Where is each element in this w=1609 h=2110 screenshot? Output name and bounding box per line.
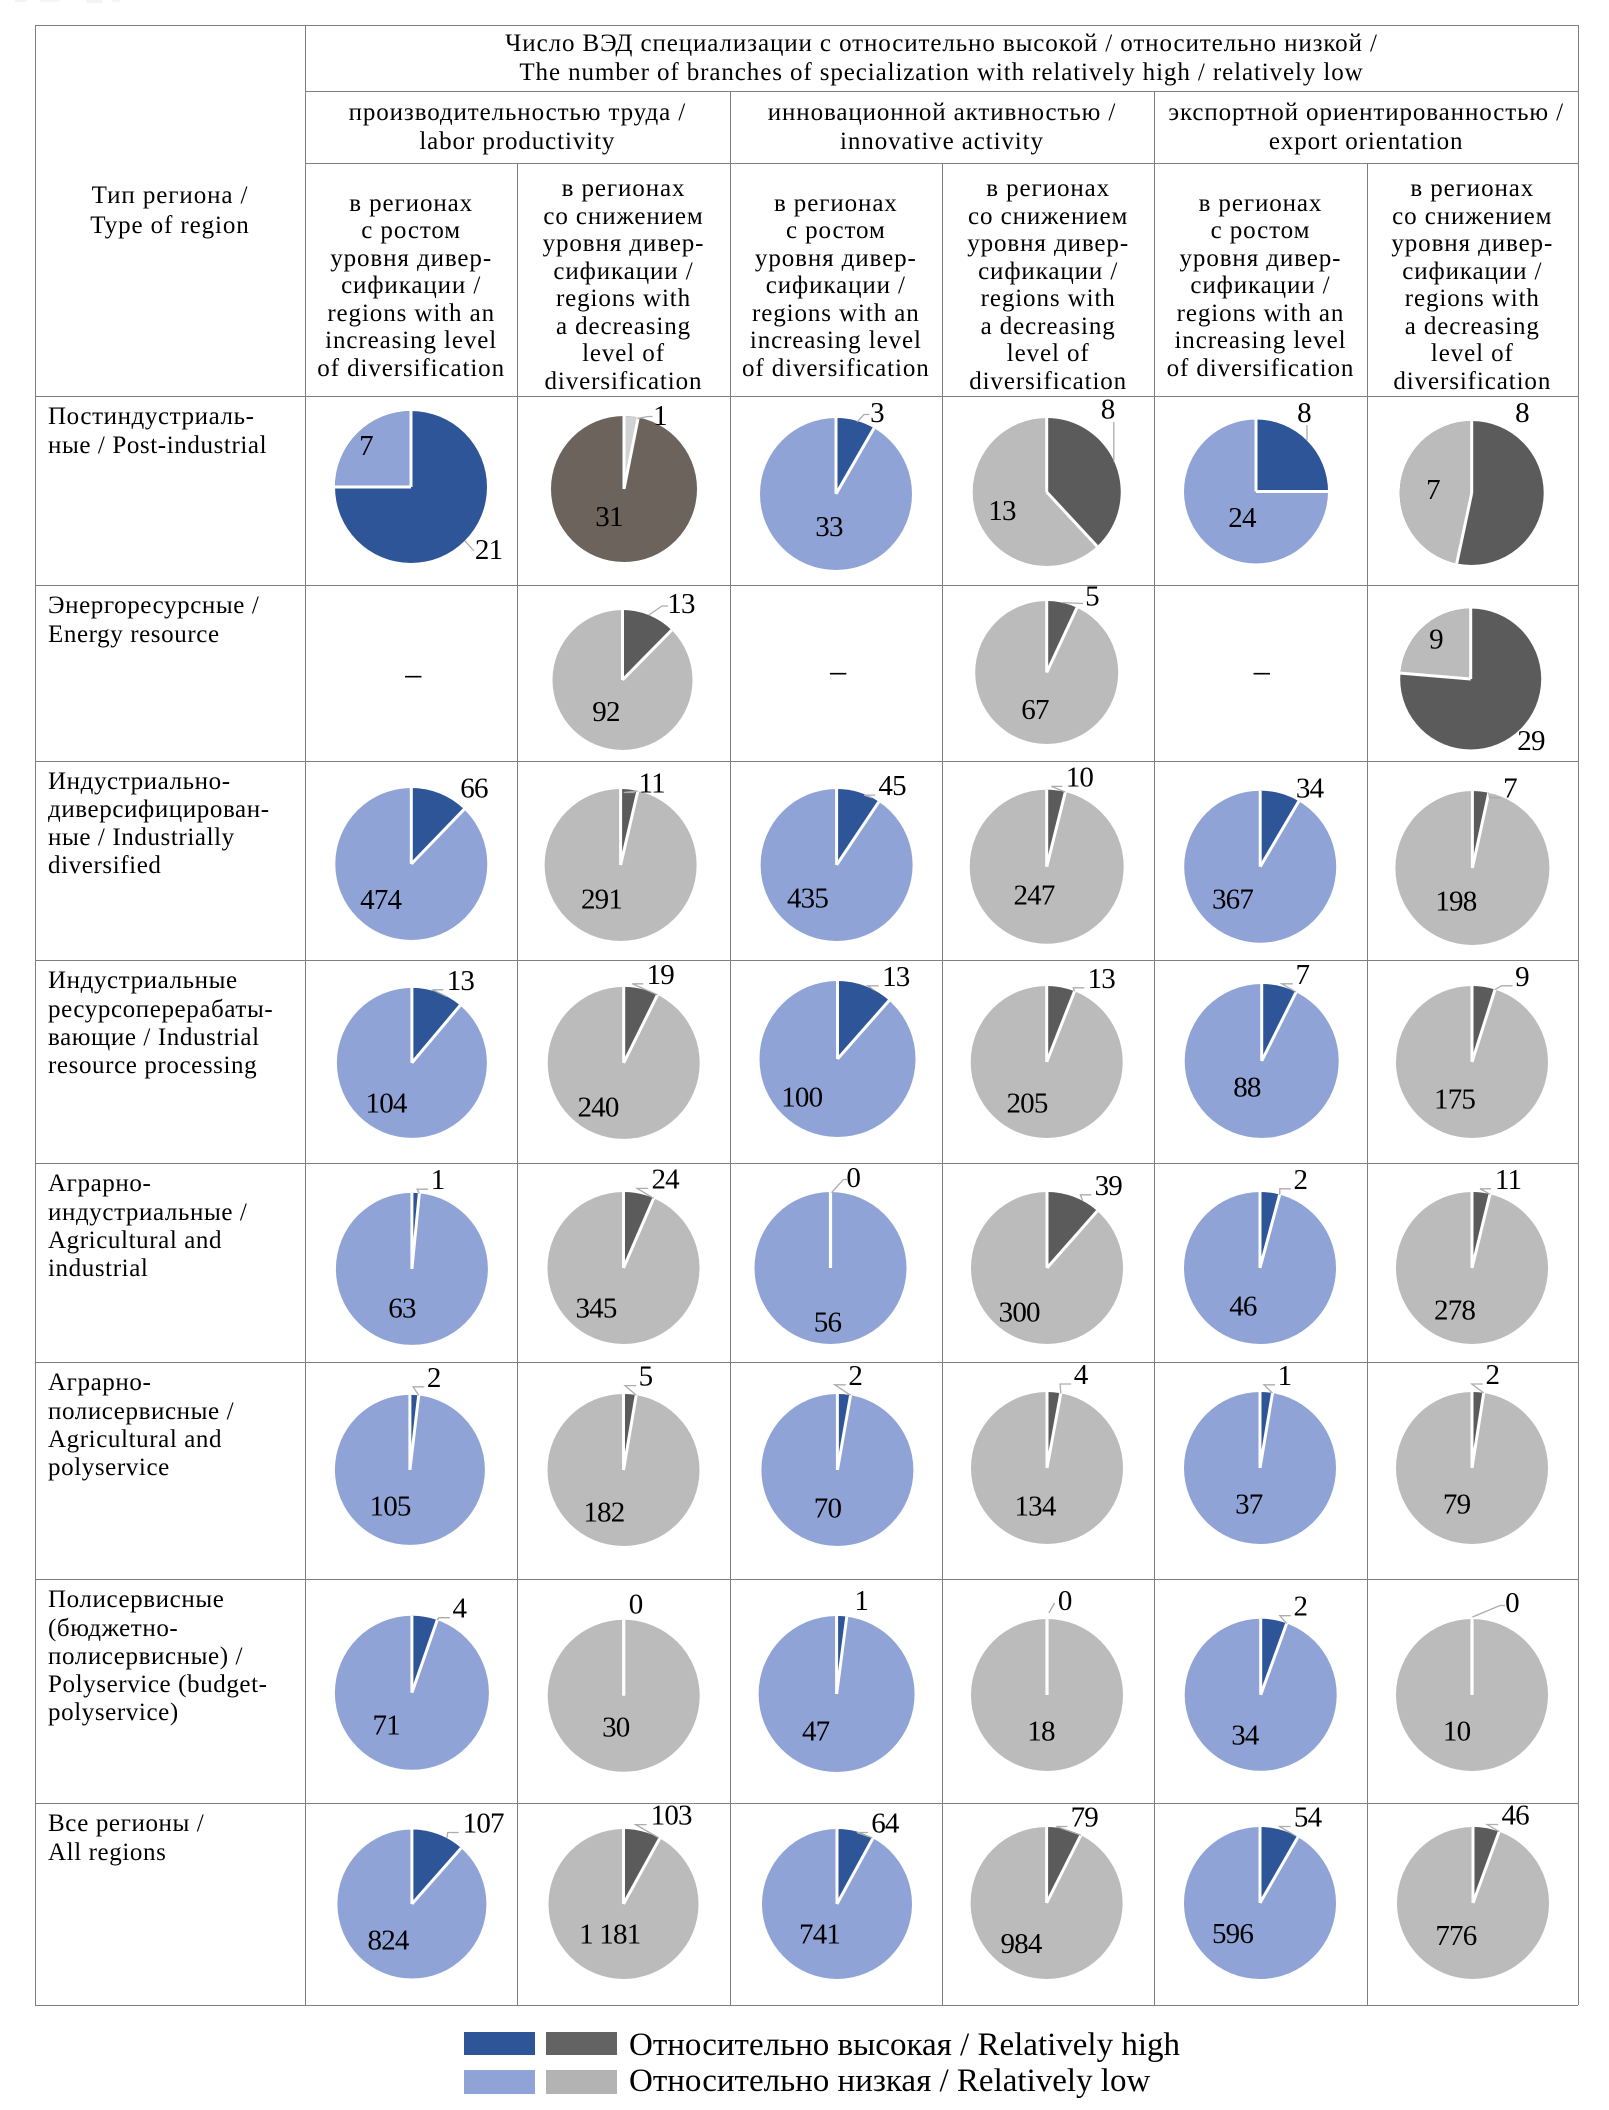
svg-text:103: 103 xyxy=(651,1800,692,1832)
svg-text:29: 29 xyxy=(1517,725,1545,757)
svg-text:45: 45 xyxy=(878,770,906,802)
svg-text:63: 63 xyxy=(388,1293,416,1325)
svg-text:4: 4 xyxy=(1074,1359,1089,1391)
svg-text:205: 205 xyxy=(1006,1088,1047,1120)
svg-text:300: 300 xyxy=(999,1296,1040,1328)
svg-text:7: 7 xyxy=(1426,474,1440,506)
svg-text:182: 182 xyxy=(583,1496,624,1528)
svg-text:0: 0 xyxy=(846,1162,860,1194)
svg-text:0: 0 xyxy=(1505,1587,1519,1619)
svg-text:134: 134 xyxy=(1014,1491,1056,1523)
svg-text:0: 0 xyxy=(1058,1585,1072,1617)
svg-text:2: 2 xyxy=(427,1362,441,1394)
svg-text:984: 984 xyxy=(1000,1928,1042,1960)
svg-text:0: 0 xyxy=(629,1589,643,1621)
svg-text:13: 13 xyxy=(988,495,1016,527)
svg-text:18: 18 xyxy=(1027,1715,1055,1747)
svg-text:34: 34 xyxy=(1296,773,1325,805)
svg-text:175: 175 xyxy=(1434,1084,1475,1116)
svg-text:11: 11 xyxy=(639,768,665,800)
svg-text:79: 79 xyxy=(1443,1489,1471,1521)
svg-text:46: 46 xyxy=(1229,1291,1257,1323)
svg-text:39: 39 xyxy=(1095,1170,1123,1202)
svg-text:435: 435 xyxy=(787,882,828,914)
svg-text:88: 88 xyxy=(1233,1072,1261,1104)
svg-text:64: 64 xyxy=(871,1808,900,1840)
svg-text:8: 8 xyxy=(1297,397,1311,429)
svg-text:345: 345 xyxy=(575,1293,616,1325)
svg-text:5: 5 xyxy=(639,1361,653,1393)
svg-text:24: 24 xyxy=(651,1163,680,1195)
svg-text:47: 47 xyxy=(802,1715,830,1747)
svg-text:30: 30 xyxy=(602,1711,630,1743)
svg-text:1: 1 xyxy=(854,1585,868,1617)
svg-text:1: 1 xyxy=(1278,1360,1292,1392)
svg-text:8: 8 xyxy=(1515,397,1529,429)
svg-text:1: 1 xyxy=(653,400,667,432)
svg-text:247: 247 xyxy=(1013,879,1054,911)
svg-text:71: 71 xyxy=(372,1710,399,1742)
svg-text:70: 70 xyxy=(814,1493,842,1525)
svg-text:107: 107 xyxy=(463,1808,504,1840)
svg-text:56: 56 xyxy=(814,1306,842,1338)
svg-text:5: 5 xyxy=(1085,581,1099,613)
svg-text:776: 776 xyxy=(1435,1920,1476,1952)
svg-text:198: 198 xyxy=(1435,885,1476,917)
svg-text:596: 596 xyxy=(1212,1918,1253,1950)
svg-text:54: 54 xyxy=(1294,1802,1323,1834)
svg-text:13: 13 xyxy=(1088,963,1116,995)
svg-text:1 181: 1 181 xyxy=(579,1918,640,1950)
svg-text:31: 31 xyxy=(595,501,622,533)
svg-text:240: 240 xyxy=(577,1091,618,1123)
svg-text:104: 104 xyxy=(366,1088,408,1120)
svg-text:278: 278 xyxy=(1434,1295,1475,1327)
svg-text:7: 7 xyxy=(1503,773,1517,805)
svg-text:824: 824 xyxy=(368,1924,410,1956)
svg-text:37: 37 xyxy=(1235,1489,1263,1521)
svg-text:474: 474 xyxy=(360,884,402,916)
svg-text:2: 2 xyxy=(848,1360,862,1392)
svg-text:21: 21 xyxy=(475,534,502,566)
svg-text:33: 33 xyxy=(815,511,843,543)
svg-text:66: 66 xyxy=(460,772,488,804)
svg-text:2: 2 xyxy=(1485,1359,1499,1391)
svg-text:67: 67 xyxy=(1021,694,1049,726)
svg-text:8: 8 xyxy=(1101,394,1115,426)
svg-text:100: 100 xyxy=(781,1082,822,1114)
svg-text:34: 34 xyxy=(1231,1719,1260,1751)
svg-text:2: 2 xyxy=(1293,1591,1307,1623)
svg-text:741: 741 xyxy=(799,1918,840,1950)
svg-text:291: 291 xyxy=(581,884,622,916)
svg-text:19: 19 xyxy=(647,959,675,991)
svg-text:79: 79 xyxy=(1071,1802,1099,1834)
svg-text:3: 3 xyxy=(870,397,884,429)
svg-text:10: 10 xyxy=(1066,761,1094,793)
svg-text:7: 7 xyxy=(359,430,373,462)
svg-text:46: 46 xyxy=(1501,1800,1529,1832)
svg-text:1: 1 xyxy=(431,1164,445,1196)
svg-text:10: 10 xyxy=(1443,1715,1471,1747)
svg-text:13: 13 xyxy=(882,961,910,993)
svg-text:105: 105 xyxy=(370,1491,411,1523)
svg-text:9: 9 xyxy=(1429,624,1443,656)
svg-text:367: 367 xyxy=(1212,883,1253,915)
svg-text:11: 11 xyxy=(1495,1164,1521,1196)
svg-text:4: 4 xyxy=(453,1593,468,1625)
svg-text:2: 2 xyxy=(1293,1164,1307,1196)
svg-text:9: 9 xyxy=(1515,961,1529,993)
svg-text:24: 24 xyxy=(1228,502,1257,534)
svg-text:7: 7 xyxy=(1295,959,1309,991)
svg-text:92: 92 xyxy=(592,696,619,728)
svg-text:13: 13 xyxy=(667,588,695,620)
svg-text:13: 13 xyxy=(447,965,475,997)
